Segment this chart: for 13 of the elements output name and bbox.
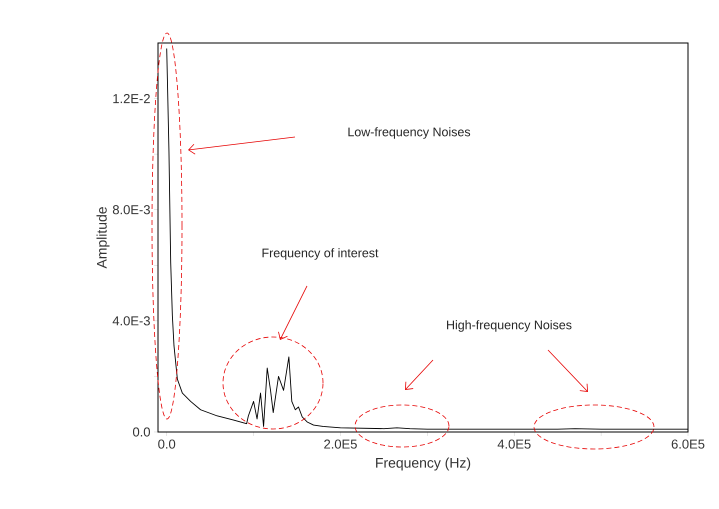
- x-tick-label: 0.0: [158, 440, 176, 449]
- y-tick-label: 8.0E-3: [112, 205, 150, 214]
- y-axis-title: Amplitude: [96, 207, 110, 268]
- x-tick-label: 4.0E5: [498, 440, 531, 449]
- annotation: Low-frequency Noises: [348, 127, 470, 139]
- x-tick-label: 6.0E5: [672, 440, 704, 449]
- x-tick-label: 2.0E5: [324, 440, 357, 449]
- y-tick-label: 4.0E-3: [112, 316, 150, 326]
- annotation: Frequency of interest: [262, 248, 378, 260]
- x-axis-title: Frequency (Hz): [376, 458, 470, 471]
- y-tick-label: 0.0: [132, 427, 150, 437]
- annotation: High-frequency Noises: [447, 320, 572, 332]
- y-tick-label: 1.2E-2: [113, 94, 150, 104]
